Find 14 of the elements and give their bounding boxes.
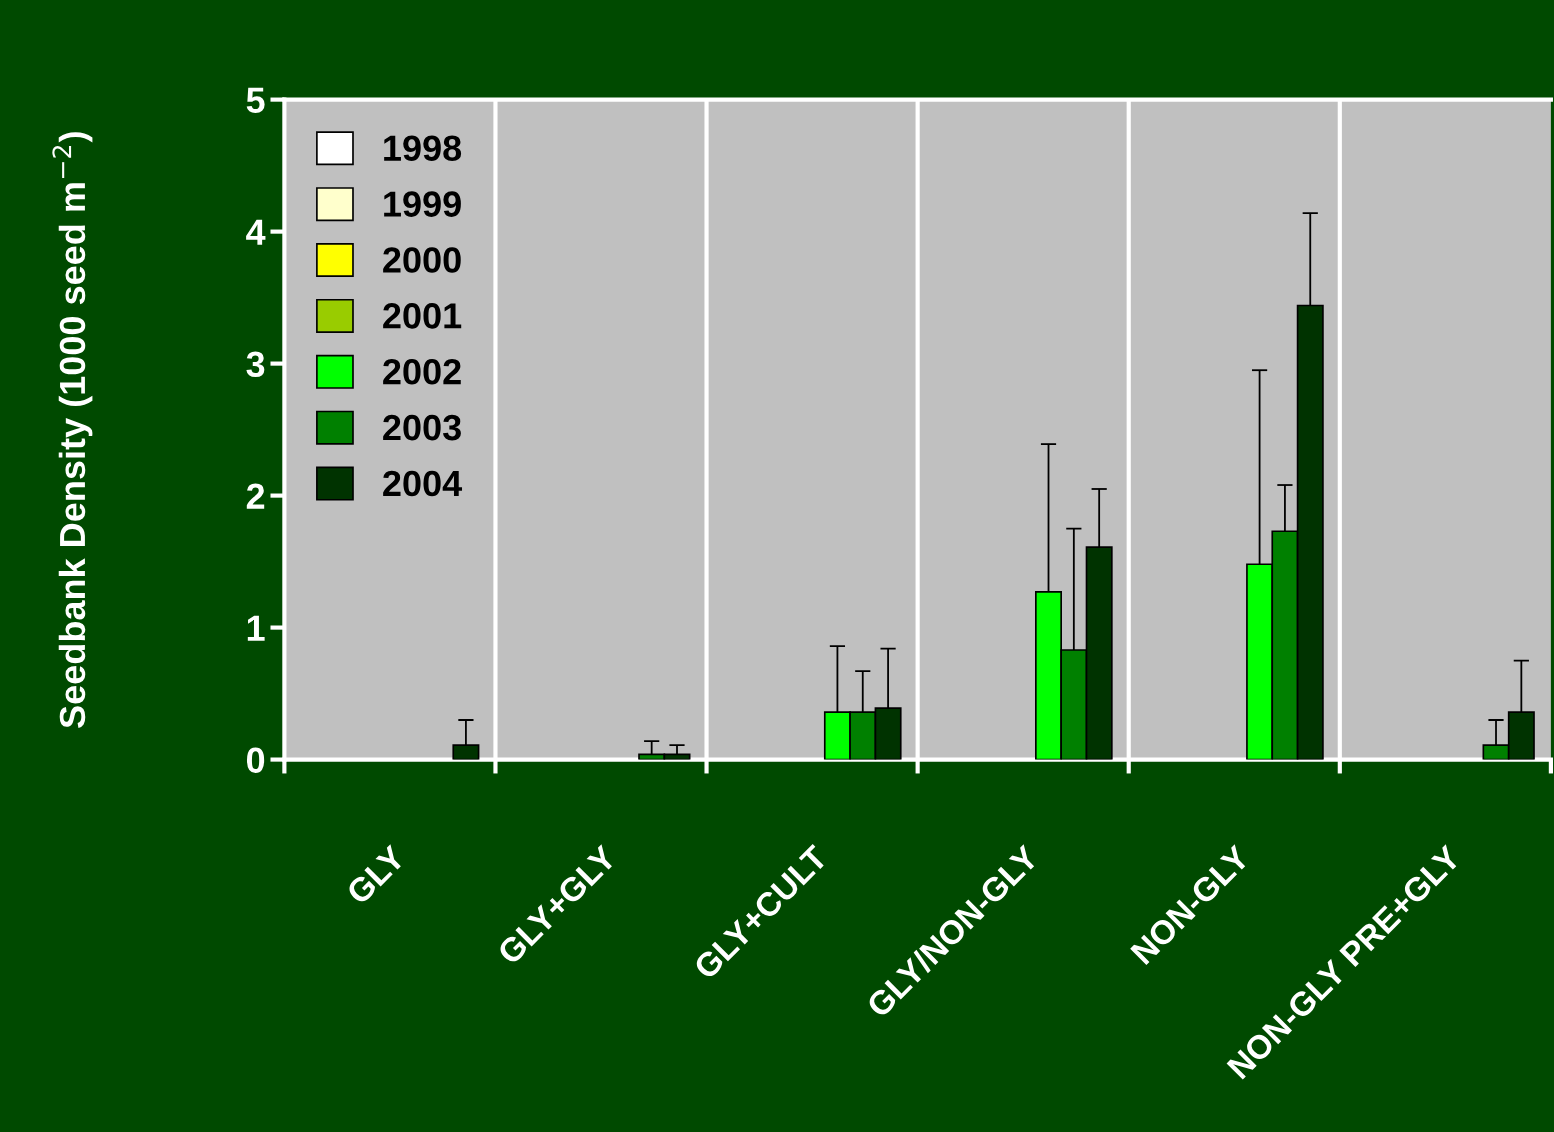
legend-label: 2004 <box>383 470 463 497</box>
y-tick-label: 2 <box>246 483 265 509</box>
y-tick-label: 5 <box>246 87 265 114</box>
legend-label: 1998 <box>384 135 462 161</box>
legend-label: 2002 <box>383 358 461 385</box>
y-axis-title: Seedbank Density (1000 seed m$^{−2}$) <box>52 132 93 728</box>
y-tick-label: 4 <box>246 219 266 245</box>
legend-label: 2000 <box>383 247 461 273</box>
legend-label: 2003 <box>383 414 461 441</box>
y-tick-label: 3 <box>246 351 265 378</box>
legend-label: 2001 <box>383 303 462 329</box>
y-tick-label: 1 <box>247 615 265 641</box>
y-tick-label: 0 <box>246 747 265 774</box>
legend-label: 1999 <box>384 191 461 217</box>
